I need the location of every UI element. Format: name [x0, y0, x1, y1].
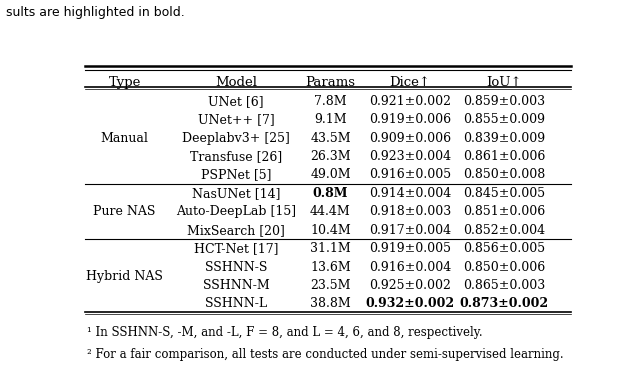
Text: 0.861±0.006: 0.861±0.006 — [463, 150, 545, 163]
Text: 0.8M: 0.8M — [313, 187, 348, 200]
Text: 0.856±0.005: 0.856±0.005 — [463, 242, 545, 255]
Text: 23.5M: 23.5M — [310, 279, 351, 292]
Text: 0.916±0.005: 0.916±0.005 — [369, 168, 451, 181]
Text: Pure NAS: Pure NAS — [93, 205, 156, 218]
Text: 0.845±0.005: 0.845±0.005 — [463, 187, 545, 200]
Text: 0.850±0.008: 0.850±0.008 — [463, 168, 545, 181]
Text: Hybrid NAS: Hybrid NAS — [86, 270, 163, 283]
Text: Transfuse [26]: Transfuse [26] — [190, 150, 282, 163]
Text: 0.932±0.002: 0.932±0.002 — [365, 298, 454, 310]
Text: 0.917±0.004: 0.917±0.004 — [369, 224, 451, 237]
Text: 31.1M: 31.1M — [310, 242, 351, 255]
Text: 0.873±0.002: 0.873±0.002 — [460, 298, 548, 310]
Text: 38.8M: 38.8M — [310, 298, 351, 310]
Text: 0.919±0.005: 0.919±0.005 — [369, 242, 451, 255]
Text: Auto-DeepLab [15]: Auto-DeepLab [15] — [176, 205, 296, 218]
Text: 9.1M: 9.1M — [314, 113, 347, 126]
Text: 43.5M: 43.5M — [310, 131, 351, 144]
Text: Manual: Manual — [100, 131, 148, 144]
Text: SSHNN-L: SSHNN-L — [205, 298, 268, 310]
Text: 0.865±0.003: 0.865±0.003 — [463, 279, 545, 292]
Text: 0.923±0.004: 0.923±0.004 — [369, 150, 451, 163]
Text: Dice↑: Dice↑ — [389, 76, 430, 89]
Text: 26.3M: 26.3M — [310, 150, 351, 163]
Text: 0.852±0.004: 0.852±0.004 — [463, 224, 545, 237]
Text: 0.909±0.006: 0.909±0.006 — [369, 131, 451, 144]
Text: 0.921±0.002: 0.921±0.002 — [369, 95, 451, 108]
Text: NasUNet [14]: NasUNet [14] — [192, 187, 280, 200]
Text: ¹ In SSHNN-S, -M, and -L, F = 8, and L = 4, 6, and 8, respectively.: ¹ In SSHNN-S, -M, and -L, F = 8, and L =… — [88, 326, 483, 339]
Text: 10.4M: 10.4M — [310, 224, 351, 237]
Text: SSHNN-M: SSHNN-M — [203, 279, 269, 292]
Text: 0.925±0.002: 0.925±0.002 — [369, 279, 451, 292]
Text: 0.839±0.009: 0.839±0.009 — [463, 131, 545, 144]
Text: HCT-Net [17]: HCT-Net [17] — [194, 242, 278, 255]
Text: 7.8M: 7.8M — [314, 95, 347, 108]
Text: 49.0M: 49.0M — [310, 168, 351, 181]
Text: 44.4M: 44.4M — [310, 205, 351, 218]
Text: 13.6M: 13.6M — [310, 261, 351, 274]
Text: SSHNN-S: SSHNN-S — [205, 261, 268, 274]
Text: MixSearch [20]: MixSearch [20] — [188, 224, 285, 237]
Text: ² For a fair comparison, all tests are conducted under semi-supervised learning.: ² For a fair comparison, all tests are c… — [88, 348, 564, 361]
Text: 0.859±0.003: 0.859±0.003 — [463, 95, 545, 108]
Text: sults are highlighted in bold.: sults are highlighted in bold. — [6, 6, 185, 19]
Text: Type: Type — [108, 76, 141, 89]
Text: 0.850±0.006: 0.850±0.006 — [463, 261, 545, 274]
Text: 0.851±0.006: 0.851±0.006 — [463, 205, 545, 218]
Text: 0.914±0.004: 0.914±0.004 — [369, 187, 451, 200]
Text: UNet [6]: UNet [6] — [209, 95, 264, 108]
Text: 0.919±0.006: 0.919±0.006 — [369, 113, 451, 126]
Text: Deeplabv3+ [25]: Deeplabv3+ [25] — [182, 131, 290, 144]
Text: 0.916±0.004: 0.916±0.004 — [369, 261, 451, 274]
Text: UNet++ [7]: UNet++ [7] — [198, 113, 275, 126]
Text: 0.855±0.009: 0.855±0.009 — [463, 113, 545, 126]
Text: Params: Params — [305, 76, 355, 89]
Text: 0.918±0.003: 0.918±0.003 — [369, 205, 451, 218]
Text: Model: Model — [215, 76, 257, 89]
Text: PSPNet [5]: PSPNet [5] — [201, 168, 271, 181]
Text: IoU↑: IoU↑ — [486, 76, 522, 89]
